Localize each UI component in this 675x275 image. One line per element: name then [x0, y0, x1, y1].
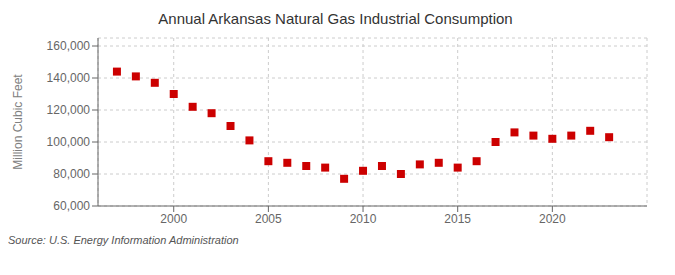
svg-text:140,000: 140,000 — [47, 71, 91, 85]
html-text:Annual Arkansas Natural Gas In: Annual Arkansas Natural Gas Industrial C… — [158, 10, 513, 27]
svg-text:80,000: 80,000 — [53, 167, 90, 181]
svg-text:Million Cubic Feet: Million Cubic Feet — [11, 74, 25, 170]
svg-text:2005: 2005 — [255, 212, 282, 226]
svg-text:100,000: 100,000 — [47, 135, 91, 149]
svg-text:160,000: 160,000 — [47, 39, 91, 53]
svg-text:2010: 2010 — [350, 212, 377, 226]
svg-text:2020: 2020 — [539, 212, 566, 226]
svg-text:60,000: 60,000 — [53, 199, 90, 213]
svg-text:2015: 2015 — [444, 212, 471, 226]
svg-text:120,000: 120,000 — [47, 103, 91, 117]
html-text:Source: U.S. Energy Informatio: Source: U.S. Energy Information Administ… — [8, 234, 239, 246]
svg-text:2000: 2000 — [160, 212, 187, 226]
